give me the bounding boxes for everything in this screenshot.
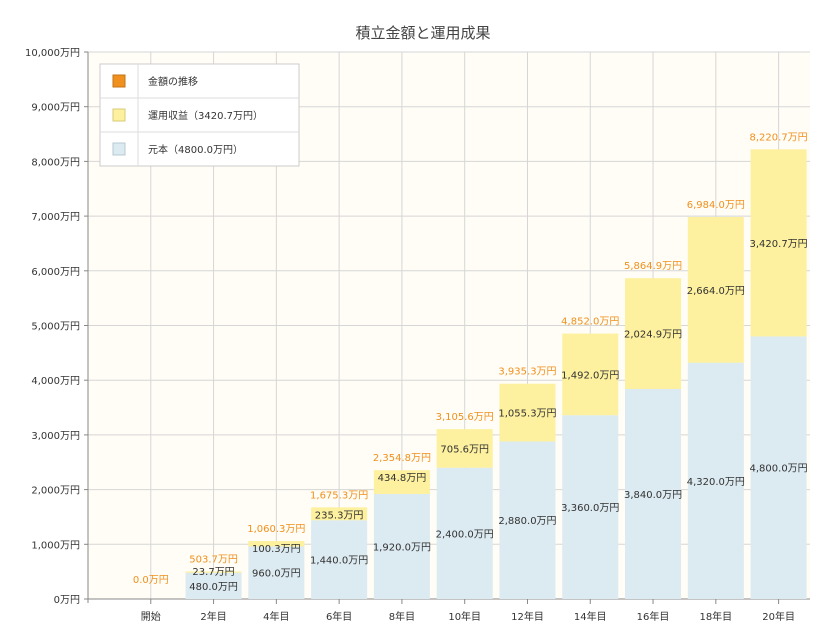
total-value-label: 8,220.7万円 [750, 132, 808, 143]
xtick-label: 8年目 [389, 610, 415, 623]
bar-principal [248, 546, 305, 599]
total-value-label: 6,984.0万円 [687, 200, 745, 211]
chart-title: 積立金額と運用成果 [355, 24, 490, 42]
ytick-label: 6,000万円 [31, 267, 80, 278]
bar-principal [373, 493, 430, 599]
legend-label: 金額の推移 [148, 75, 198, 88]
principal-value-label: 2,400.0万円 [436, 529, 494, 540]
xtick-label: 4年目 [263, 610, 289, 623]
principal-value-label: 2,880.0万円 [498, 516, 556, 527]
bar-principal [750, 336, 807, 599]
legend [99, 63, 300, 167]
principal-value-label: 4,800.0万円 [750, 464, 808, 475]
xtick-label: 18年目 [699, 610, 732, 623]
bar-principal [499, 441, 556, 599]
bar-principal [185, 572, 242, 599]
bar-principal [311, 520, 368, 599]
bar-returns [750, 149, 807, 337]
bar-principal [562, 415, 619, 599]
plot-area: 0万円 1,000万円 2,000万円 3,000万円 4,000万円 5,000万円 6,… [25, 48, 810, 623]
returns-value-label: 705.6万円 [440, 444, 489, 455]
principal-value-label: 1,920.0万円 [373, 542, 431, 553]
returns-value-label: 434.8万円 [378, 473, 427, 484]
total-value-label: 1,675.3万円 [310, 490, 368, 501]
bar-returns [687, 216, 744, 363]
ytick-label: 2,000万円 [31, 486, 80, 497]
legend-label: 元本（4800.0万円） [148, 143, 243, 156]
bar-returns [562, 333, 619, 416]
ytick-label: 4,000万円 [31, 376, 80, 387]
xtick-label: 10年目 [448, 610, 481, 623]
total-value-label: 0.0万円 [133, 575, 169, 586]
returns-value-label: 100.3万円 [252, 544, 301, 555]
legend-label: 運用収益（3420.7万円） [148, 109, 263, 122]
legend-swatch [112, 108, 126, 122]
returns-value-label: 3,420.7万円 [750, 239, 808, 250]
total-value-label: 5,864.9万円 [624, 261, 682, 272]
principal-value-label: 1,440.0万円 [310, 556, 368, 567]
principal-value-label: 3,840.0万円 [624, 490, 682, 501]
principal-value-label: 480.0万円 [189, 582, 238, 593]
principal-value-label: 3,360.0万円 [561, 503, 619, 514]
xtick-label: 14年目 [574, 610, 607, 623]
xtick-label: 12年目 [511, 610, 544, 623]
total-value-label: 1,060.3万円 [247, 524, 305, 535]
returns-value-label: 1,055.3万円 [498, 409, 556, 420]
bar-returns [499, 383, 556, 442]
ytick-label: 1,000万円 [31, 540, 80, 551]
legend-swatch [112, 74, 126, 88]
returns-value-label: 1,492.0万円 [561, 370, 619, 381]
bar-principal [436, 467, 493, 599]
principal-value-label: 4,320.0万円 [687, 477, 745, 488]
total-value-label: 503.7万円 [189, 554, 238, 565]
xtick-label: 16年目 [637, 610, 670, 623]
returns-value-label: 2,664.0万円 [687, 286, 745, 297]
bar-returns [248, 541, 305, 547]
legend-swatch [112, 142, 126, 156]
ytick-label: 7,000万円 [31, 212, 80, 223]
bar-principal [625, 388, 682, 599]
ytick-label: 5,000万円 [31, 322, 80, 333]
total-value-label: 2,354.8万円 [373, 453, 431, 464]
bar-returns [311, 507, 368, 521]
returns-value-label: 235.3万円 [315, 510, 364, 521]
bar-returns [373, 470, 430, 494]
xtick-label: 2年目 [200, 610, 226, 623]
total-value-label: 3,935.3万円 [498, 367, 556, 378]
ytick-label: 9,000万円 [31, 103, 80, 114]
ytick-label: 3,000万円 [31, 431, 80, 442]
bar-returns [625, 278, 682, 389]
total-value-label: 3,105.6万円 [436, 412, 494, 423]
principal-value-label: 960.0万円 [252, 569, 301, 580]
returns-value-label: 2,024.9万円 [624, 330, 682, 341]
bar-returns [436, 429, 493, 468]
bar-principal [687, 362, 744, 599]
ytick-label: 10,000万円 [25, 48, 80, 59]
xtick-label: 20年目 [762, 610, 795, 623]
ytick-label: 0万円 [54, 595, 80, 606]
bar-returns [185, 571, 242, 573]
xtick-label: 開始 [141, 610, 161, 623]
total-value-label: 4,852.0万円 [561, 317, 619, 328]
returns-value-label: 23.7万円 [192, 567, 234, 578]
ytick-label: 8,000万円 [31, 157, 80, 168]
xtick-label: 6年目 [326, 610, 352, 623]
